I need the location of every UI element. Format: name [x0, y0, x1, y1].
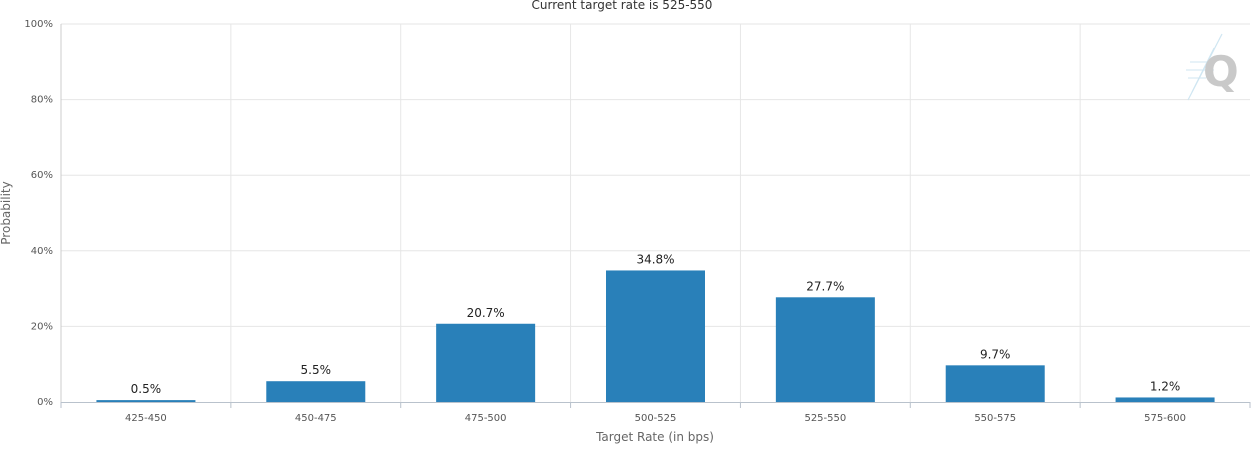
y-tick-label: 80%: [31, 95, 53, 106]
grid-lines: [61, 23, 1250, 402]
x-axis-title: Target Rate (in bps): [595, 430, 714, 444]
data-label: 34.8%: [636, 252, 674, 266]
bar: [945, 365, 1045, 402]
y-tick-label: 20%: [31, 321, 53, 332]
x-tick-label: 550-575: [974, 413, 1016, 424]
chart-title: Current target rate is 525-550: [532, 0, 713, 12]
bar: [606, 270, 705, 402]
y-tick-labels: 0% 20% 40% 60% 80% 100%: [24, 19, 53, 408]
bar: [1115, 397, 1215, 402]
x-tick-label: 425-450: [125, 413, 167, 424]
bar: [266, 381, 366, 402]
bar: [775, 297, 875, 402]
data-label: 27.7%: [806, 279, 844, 293]
axes: [60, 24, 1251, 408]
data-labels: 0.5% 5.5% 20.7% 34.8% 27.7% 9.7% 1.2%: [131, 252, 1181, 396]
data-label: 20.7%: [467, 306, 505, 320]
y-tick-label: 100%: [24, 19, 53, 30]
logo-watermark: Q: [1186, 33, 1239, 101]
y-tick-label: 0%: [37, 397, 53, 408]
x-tick-label: 525-550: [804, 413, 846, 424]
data-label: 1.2%: [1150, 379, 1181, 393]
logo-q-letter: Q: [1203, 47, 1239, 96]
data-label: 5.5%: [301, 363, 332, 377]
x-tick-label: 575-600: [1144, 413, 1186, 424]
y-tick-label: 40%: [31, 246, 53, 257]
bars: [96, 270, 1215, 402]
x-tick-labels: 425-450 450-475 475-500 500-525 525-550 550-5…: [125, 413, 1186, 424]
x-tick-label: 500-525: [635, 413, 677, 424]
x-tick-label: 475-500: [465, 413, 507, 424]
data-label: 9.7%: [980, 347, 1011, 361]
y-axis-title: Probability: [0, 181, 13, 244]
y-tick-label: 60%: [31, 170, 53, 181]
bar: [436, 323, 536, 402]
x-tick-label: 450-475: [295, 413, 337, 424]
bar: [96, 400, 196, 402]
data-label: 0.5%: [131, 382, 162, 396]
